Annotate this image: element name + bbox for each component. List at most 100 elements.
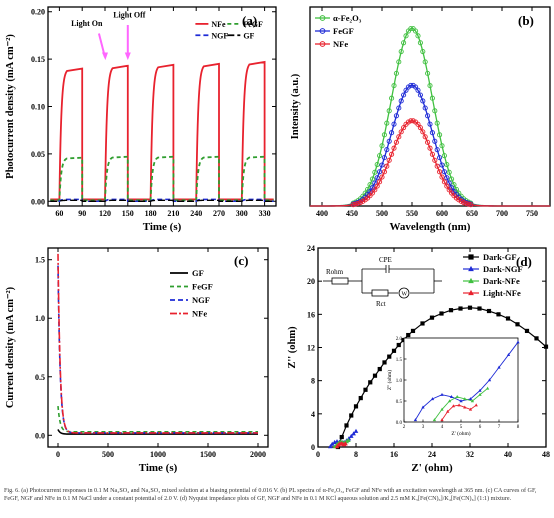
panel-b-point-0 <box>381 132 387 138</box>
panel-b-point-1 <box>379 162 385 168</box>
panel-b-point-2 <box>384 163 390 169</box>
panel-d-point-0 <box>344 423 349 428</box>
panel-d-inset-point-2 <box>432 418 437 422</box>
panel-b-point-2 <box>422 134 428 140</box>
panel-b-x-tick-label: 400 <box>316 209 328 218</box>
panel-b-point-1 <box>425 113 431 119</box>
panel-b-point-2 <box>458 198 464 204</box>
panel-b-point-1 <box>389 130 395 136</box>
panel-b-point-2 <box>468 202 474 208</box>
panel-d-x-tick-label: 8 <box>354 450 358 459</box>
panel-a-x-tick-label: 270 <box>213 209 225 218</box>
panel-b-x-tick-label: 600 <box>436 209 448 218</box>
panel-b-point-0 <box>439 143 445 149</box>
panel-d-circuit-label-cpe: CPE <box>379 256 392 264</box>
panel-b-point-2 <box>393 139 399 145</box>
panel-d-inset-point-1 <box>413 418 418 422</box>
panel-d-inset-y-tick-label: 0.0 <box>396 421 403 426</box>
panel-d-inset-y-tick-label: 0.5 <box>396 400 403 405</box>
panel-d-point-0 <box>387 354 392 359</box>
panel-d-inset-point-3 <box>474 403 478 407</box>
panel-b-point-2 <box>405 119 411 125</box>
panel-c-legend-label-nfe: NFe <box>192 309 207 319</box>
panel-a-x-tick-label: 240 <box>190 209 202 218</box>
panel-d-point-0 <box>368 380 373 385</box>
panel-c-legend-label-ngf: NGF <box>192 295 210 305</box>
panel-b-point-0 <box>379 143 385 149</box>
panel-a-x-tick-label: 180 <box>145 209 157 218</box>
panel-d-legend-marker-3 <box>468 289 474 296</box>
panel-a-series-ngf <box>50 198 274 203</box>
panel-b-point-0 <box>398 49 404 55</box>
panel-b-point-1 <box>403 87 409 93</box>
panel-d-point-0 <box>406 332 411 338</box>
panel-b-point-2 <box>396 134 402 140</box>
panel-b-point-2 <box>350 202 356 208</box>
panel-d-point-3 <box>343 441 348 446</box>
panel-b-point-1 <box>398 98 404 104</box>
panel-d-point-1 <box>351 431 356 436</box>
panel-d-y-tick-label: 4 <box>311 410 315 419</box>
panel-b-point-0 <box>432 108 438 114</box>
panel-d-inset-y-tick-label: 1.0 <box>396 379 403 384</box>
panel-b-point-0 <box>429 95 435 101</box>
panel-b-point-2 <box>463 200 469 206</box>
panel-d-legend-marker-0 <box>468 254 474 260</box>
panel-b-point-0 <box>396 59 402 65</box>
panel-d-point-0 <box>496 312 501 317</box>
panel-b-point-1 <box>396 105 402 111</box>
panel-b-point-1 <box>381 155 387 161</box>
panel-d-inset-point-1 <box>468 397 473 401</box>
panel-d-point-0 <box>458 306 463 311</box>
panel-a-x-tick-label: 210 <box>167 209 179 218</box>
panel-d-point-0 <box>515 322 520 327</box>
panel-d-circuit-label-rohm: Rohm <box>326 268 344 276</box>
panel-b-x-tick-label: 750 <box>526 209 538 218</box>
panel-d-y-tick-label: 16 <box>307 310 315 319</box>
panel-d-inset-point-3 <box>457 403 461 407</box>
panel-b-point-2 <box>441 179 447 185</box>
panel-b-legend-marker-2 <box>319 41 326 47</box>
panel-b-point-2 <box>355 200 361 206</box>
panel-a-x-tick-label: 60 <box>55 209 63 218</box>
panel-b-point-0 <box>425 70 431 76</box>
panel-b-ylabel: Intensity (a.u.) <box>290 73 301 139</box>
panel-b-point-0 <box>449 176 455 182</box>
panel-b-point-0 <box>367 182 373 188</box>
panel-d-inset-y-tick-label: 1.5 <box>396 358 403 363</box>
panel-d-point-0 <box>543 344 549 349</box>
panel-b-point-2 <box>439 174 445 180</box>
panel-a-legend-label-fegf: FeGF <box>243 20 263 29</box>
panel-b-series-line-0 <box>310 27 550 207</box>
panel-d-inset-point-2 <box>447 399 452 403</box>
panel-d-legend-label-2: Dark-NFe <box>483 276 520 286</box>
panel-b: 400 450 500 550 600 650 700 750 Wavelength (nm) I… <box>290 6 551 233</box>
panel-b-point-0 <box>422 59 428 65</box>
panel-d-circuit-warburg <box>398 287 410 299</box>
panel-d-ylabel: Z'' (ohm) <box>287 326 298 369</box>
panel-d-legend-marker-2 <box>468 277 474 284</box>
panel-d-point-0 <box>349 413 354 418</box>
panel-b-point-2 <box>386 157 392 163</box>
panel-b-point-0 <box>434 120 440 126</box>
panel-c-legend-label-gf: GF <box>192 268 204 278</box>
panel-b-point-2 <box>372 187 378 193</box>
panel-d-inset-x-tick-label: 6 <box>479 425 482 430</box>
panel-b-point-0 <box>408 26 414 32</box>
panel-a-y-tick-label: 0.00 <box>31 197 45 206</box>
panel-b-x-tick-label: 450 <box>346 209 358 218</box>
panel-b-x-tick-label: 700 <box>496 209 508 218</box>
panel-a-y-tick-label: 0.15 <box>31 55 45 64</box>
panel-b-point-1 <box>429 130 435 136</box>
panel-b-point-0 <box>401 40 407 46</box>
panel-d-y-tick-label: 8 <box>311 377 315 386</box>
panel-d-point-1 <box>348 433 354 438</box>
panel-b-legend-label-0: α-Fe₂O₃ <box>333 13 362 23</box>
panel-d-inset-point-3 <box>468 407 473 411</box>
panel-a-x-tick-label: 330 <box>259 209 271 218</box>
panel-b-point-0 <box>403 33 409 39</box>
panel-b-point-2 <box>381 169 387 175</box>
panel-b-point-1 <box>408 82 414 88</box>
panel-b-point-2 <box>415 121 421 127</box>
